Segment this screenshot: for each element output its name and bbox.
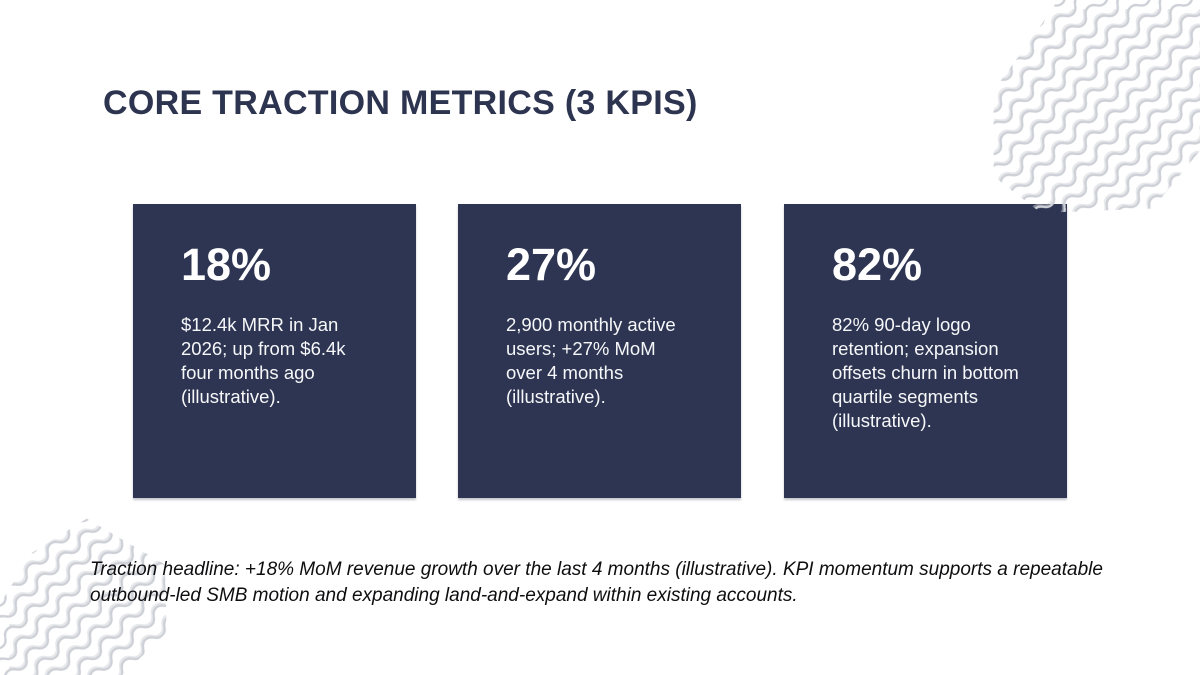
kpi-description: 2,900 monthly active users; +27% MoM ove… xyxy=(506,314,676,407)
kpi-card-mrr: 18% $12.4k MRR in Jan 2026; up from $6.4… xyxy=(133,204,416,498)
wave-pattern-top-right-icon xyxy=(985,0,1200,215)
kpi-value: 18% xyxy=(181,239,272,290)
kpi-value: 27% xyxy=(506,239,597,290)
kpi-card-active-users: 27% 2,900 monthly active users; +27% MoM… xyxy=(458,204,741,498)
kpi-value: 82% xyxy=(832,239,923,290)
kpi-card-retention: 82% 82% 90-day logo retention; expansion… xyxy=(784,204,1067,498)
kpi-description: 82% 90-day logo retention; expansion off… xyxy=(832,314,1019,431)
slide-title: CORE TRACTION METRICS (3 KPIS) xyxy=(103,84,698,122)
footer-note: Traction headline: +18% MoM revenue grow… xyxy=(90,559,1103,606)
kpi-description: $12.4k MRR in Jan 2026; up from $6.4k fo… xyxy=(181,314,346,407)
